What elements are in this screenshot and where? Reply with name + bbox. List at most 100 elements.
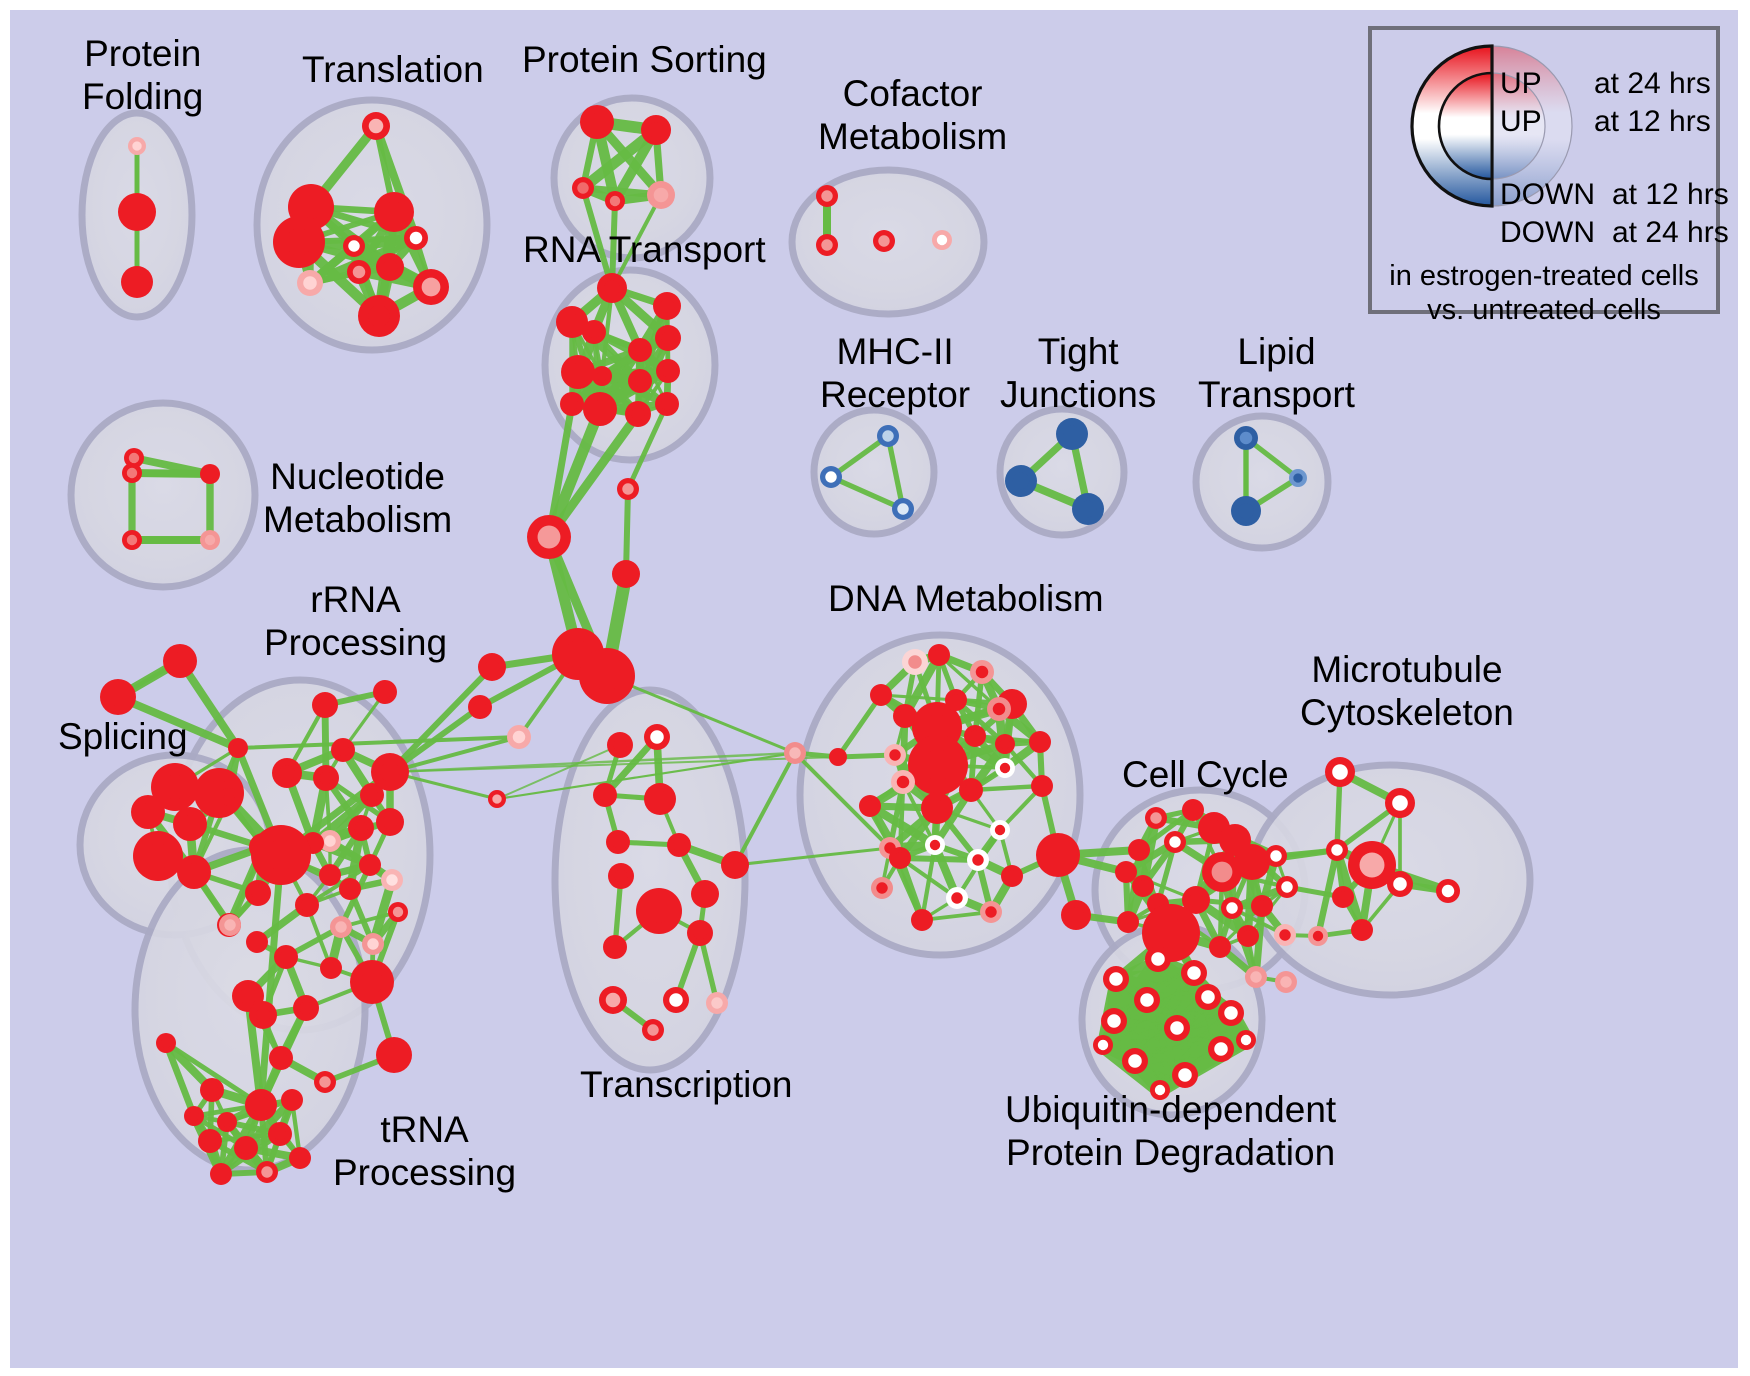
network-node bbox=[404, 226, 428, 250]
node-inner-core-12h bbox=[985, 906, 997, 918]
node-inner-core-12h bbox=[336, 743, 350, 757]
node-inner-core-12h bbox=[126, 534, 138, 546]
network-node bbox=[133, 831, 183, 881]
network-node bbox=[478, 653, 506, 681]
node-inner-core-12h bbox=[162, 774, 188, 800]
network-edge bbox=[828, 474, 906, 512]
network-node bbox=[468, 695, 492, 719]
node-inner-core-12h bbox=[128, 273, 146, 291]
node-inner-core-12h bbox=[1133, 844, 1145, 856]
node-inner-core-12h bbox=[1279, 929, 1291, 941]
network-node bbox=[644, 783, 676, 815]
node-inner-core-12h bbox=[1169, 836, 1181, 848]
node-inner-core-12h bbox=[274, 1051, 288, 1065]
node-inner-core-12h bbox=[659, 298, 675, 314]
network-node bbox=[121, 266, 153, 298]
network-node bbox=[151, 763, 199, 811]
node-inner-core-12h bbox=[265, 839, 297, 871]
node-inner-core-12h bbox=[878, 235, 890, 247]
network-node bbox=[131, 795, 165, 829]
node-inner-core-12h bbox=[605, 992, 621, 1008]
network-node bbox=[628, 369, 652, 393]
node-inner-core-12h bbox=[145, 843, 171, 869]
network-node bbox=[1029, 731, 1051, 753]
node-inner-core-12h bbox=[1332, 764, 1348, 780]
node-inner-core-12h bbox=[324, 835, 336, 847]
node-inner-core-12h bbox=[251, 886, 265, 900]
network-node bbox=[1128, 839, 1150, 861]
network-node bbox=[995, 758, 1015, 778]
network-edge bbox=[236, 735, 521, 750]
node-inner-core-12h bbox=[928, 799, 946, 817]
node-inner-core-12h bbox=[1012, 472, 1030, 490]
network-node bbox=[873, 230, 895, 252]
node-inner-core-12h bbox=[279, 950, 293, 964]
node-inner-core-12h bbox=[1154, 1084, 1166, 1096]
node-inner-core-12h bbox=[894, 852, 906, 864]
node-inner-core-12h bbox=[204, 534, 216, 546]
node-inner-core-12h bbox=[1178, 1068, 1192, 1082]
network-node bbox=[373, 680, 397, 704]
network-node bbox=[1181, 960, 1207, 986]
cluster-label-cell-cycle: Cell Cycle bbox=[1122, 754, 1289, 795]
node-inner-core-12h bbox=[1205, 819, 1223, 837]
network-node bbox=[829, 748, 847, 766]
node-inner-core-12h bbox=[1137, 880, 1149, 892]
network-node bbox=[617, 478, 639, 500]
network-node bbox=[313, 765, 339, 791]
cluster-label-rrna-processing: rRNA Processing bbox=[264, 579, 448, 663]
network-node bbox=[582, 320, 606, 344]
node-inner-core-12h bbox=[975, 665, 989, 679]
network-node bbox=[184, 1106, 204, 1126]
network-node bbox=[1182, 886, 1210, 914]
node-inner-core-12h bbox=[908, 655, 922, 669]
network-node bbox=[603, 935, 627, 959]
network-node bbox=[251, 825, 311, 885]
network-node bbox=[330, 916, 352, 938]
node-inner-core-12h bbox=[1270, 850, 1282, 862]
cluster-label-mhc-ii-receptor: MHC-II Receptor bbox=[820, 331, 971, 415]
node-inner-core-12h bbox=[821, 239, 833, 251]
network-node bbox=[902, 649, 928, 675]
node-inner-core-12h bbox=[633, 343, 647, 357]
node-inner-core-12h bbox=[1068, 907, 1084, 923]
node-inner-core-12h bbox=[204, 468, 216, 480]
network-node bbox=[1236, 1030, 1256, 1050]
network-node bbox=[1221, 897, 1243, 919]
network-node bbox=[343, 235, 365, 257]
network-node bbox=[884, 744, 906, 766]
network-node bbox=[198, 1129, 222, 1153]
network-node bbox=[210, 1163, 232, 1185]
node-inner-core-12h bbox=[139, 803, 157, 821]
network-node bbox=[605, 191, 625, 211]
node-inner-core-12h bbox=[421, 277, 441, 297]
node-inner-core-12h bbox=[825, 471, 837, 483]
node-inner-core-12h bbox=[622, 483, 634, 495]
node-inner-core-12h bbox=[128, 452, 140, 464]
network-node bbox=[721, 851, 749, 879]
node-inner-core-12h bbox=[613, 738, 627, 752]
node-inner-core-12h bbox=[587, 325, 601, 339]
node-inner-core-12h bbox=[1238, 503, 1254, 519]
network-node bbox=[642, 1019, 664, 1041]
network-node bbox=[122, 530, 142, 550]
network-node bbox=[1093, 1035, 1113, 1055]
node-inner-core-12h bbox=[1079, 500, 1097, 518]
network-node bbox=[606, 830, 630, 854]
network-node bbox=[1001, 865, 1023, 887]
node-inner-core-12h bbox=[650, 730, 664, 744]
node-inner-core-12h bbox=[1242, 852, 1262, 872]
node-inner-core-12h bbox=[352, 265, 366, 279]
node-inner-core-12h bbox=[108, 687, 128, 707]
network-node bbox=[1245, 966, 1267, 988]
network-node bbox=[987, 697, 1011, 721]
network-node bbox=[217, 1112, 237, 1132]
node-inner-core-12h bbox=[972, 854, 984, 866]
network-node bbox=[1234, 844, 1270, 880]
network-node bbox=[360, 783, 384, 807]
cluster-label-protein-sorting: Protein Sorting bbox=[522, 39, 767, 80]
node-inner-core-12h bbox=[239, 987, 257, 1005]
network-node bbox=[921, 792, 953, 824]
network-node bbox=[1061, 900, 1091, 930]
